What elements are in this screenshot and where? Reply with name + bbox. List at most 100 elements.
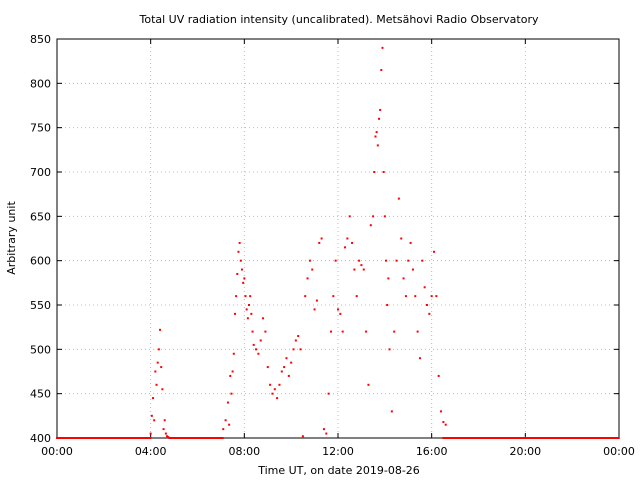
data-point — [239, 259, 242, 262]
x-tick-label: 20:00 — [509, 445, 541, 458]
y-tick-label: 450 — [30, 388, 51, 401]
data-point — [297, 335, 300, 338]
data-point — [428, 312, 431, 315]
data-point — [369, 224, 372, 227]
data-point — [388, 348, 391, 351]
data-point — [332, 295, 335, 298]
data-point — [435, 295, 438, 298]
data-point — [167, 436, 170, 439]
data-point — [373, 171, 376, 173]
data-point — [150, 414, 153, 417]
x-tick-label: 00:00 — [603, 445, 635, 458]
data-point — [238, 241, 241, 244]
data-point — [166, 435, 169, 438]
data-point — [311, 268, 314, 271]
y-tick-label: 850 — [30, 33, 51, 46]
data-point — [292, 348, 295, 351]
data-point — [244, 295, 247, 298]
data-point — [387, 277, 390, 280]
data-point — [325, 432, 328, 435]
data-point — [376, 144, 379, 147]
data-point — [164, 432, 167, 435]
data-point — [262, 317, 265, 320]
data-point — [155, 383, 158, 386]
data-point — [232, 352, 235, 355]
data-point — [237, 250, 240, 253]
data-point — [236, 272, 239, 275]
data-point — [362, 268, 365, 271]
data-point — [414, 295, 417, 298]
data-point — [162, 428, 165, 431]
data-point — [251, 330, 254, 333]
data-points — [56, 46, 620, 439]
data-point — [313, 308, 316, 311]
data-point — [280, 370, 283, 373]
data-point — [152, 397, 155, 400]
data-point — [341, 330, 344, 333]
y-tick-label: 800 — [30, 77, 51, 90]
data-point — [423, 286, 426, 289]
data-point — [243, 277, 246, 280]
data-point — [250, 312, 253, 315]
data-point — [221, 437, 224, 439]
data-point — [228, 423, 231, 426]
data-point — [318, 241, 321, 244]
data-point — [278, 383, 281, 386]
data-point — [407, 259, 410, 262]
data-point — [233, 312, 236, 315]
x-tick-label: 16:00 — [416, 445, 448, 458]
data-point — [231, 370, 234, 373]
x-tick-label: 08:00 — [228, 445, 260, 458]
data-point — [149, 437, 152, 439]
data-point — [372, 215, 375, 218]
y-tick-label: 750 — [30, 122, 51, 135]
data-point — [346, 237, 349, 240]
data-point — [404, 295, 407, 298]
data-point — [418, 357, 421, 360]
data-point — [375, 131, 378, 134]
data-point — [240, 268, 243, 271]
axis-ticks: 400 450 500 550 600 650 700 750 800 850 00:00 04:00… — [30, 33, 635, 458]
data-point — [358, 259, 361, 262]
data-point — [163, 419, 166, 422]
data-point — [383, 215, 386, 218]
y-axis-label: Arbitrary unit — [5, 201, 18, 275]
data-point — [154, 370, 157, 373]
data-point — [393, 330, 396, 333]
data-point — [229, 374, 232, 377]
data-point — [385, 259, 388, 262]
data-point — [395, 259, 398, 262]
data-point — [409, 241, 412, 244]
data-point — [337, 308, 339, 311]
data-point — [437, 374, 440, 377]
data-point — [156, 361, 159, 364]
data-point — [367, 383, 370, 386]
data-point — [379, 108, 382, 111]
data-point — [390, 410, 393, 413]
data-point — [327, 392, 330, 395]
data-point — [248, 304, 251, 306]
data-point — [360, 264, 363, 267]
data-point — [377, 117, 380, 120]
data-point — [301, 435, 304, 438]
y-tick-label: 650 — [30, 210, 51, 223]
data-point — [294, 339, 297, 342]
data-point — [245, 308, 248, 311]
data-point — [442, 421, 445, 424]
x-axis-label: Time UT, on date 2019-08-26 — [257, 464, 420, 477]
data-point — [226, 401, 229, 404]
data-point — [339, 312, 342, 315]
data-point — [283, 366, 286, 369]
data-point — [344, 246, 347, 249]
data-point — [308, 259, 311, 262]
data-point — [444, 423, 447, 426]
data-point — [382, 171, 385, 173]
data-point — [153, 419, 156, 422]
x-tick-label: 04:00 — [135, 445, 167, 458]
data-point — [285, 357, 288, 360]
data-point — [269, 383, 272, 386]
data-point — [334, 259, 337, 262]
data-point — [353, 268, 356, 271]
data-point — [306, 277, 309, 280]
